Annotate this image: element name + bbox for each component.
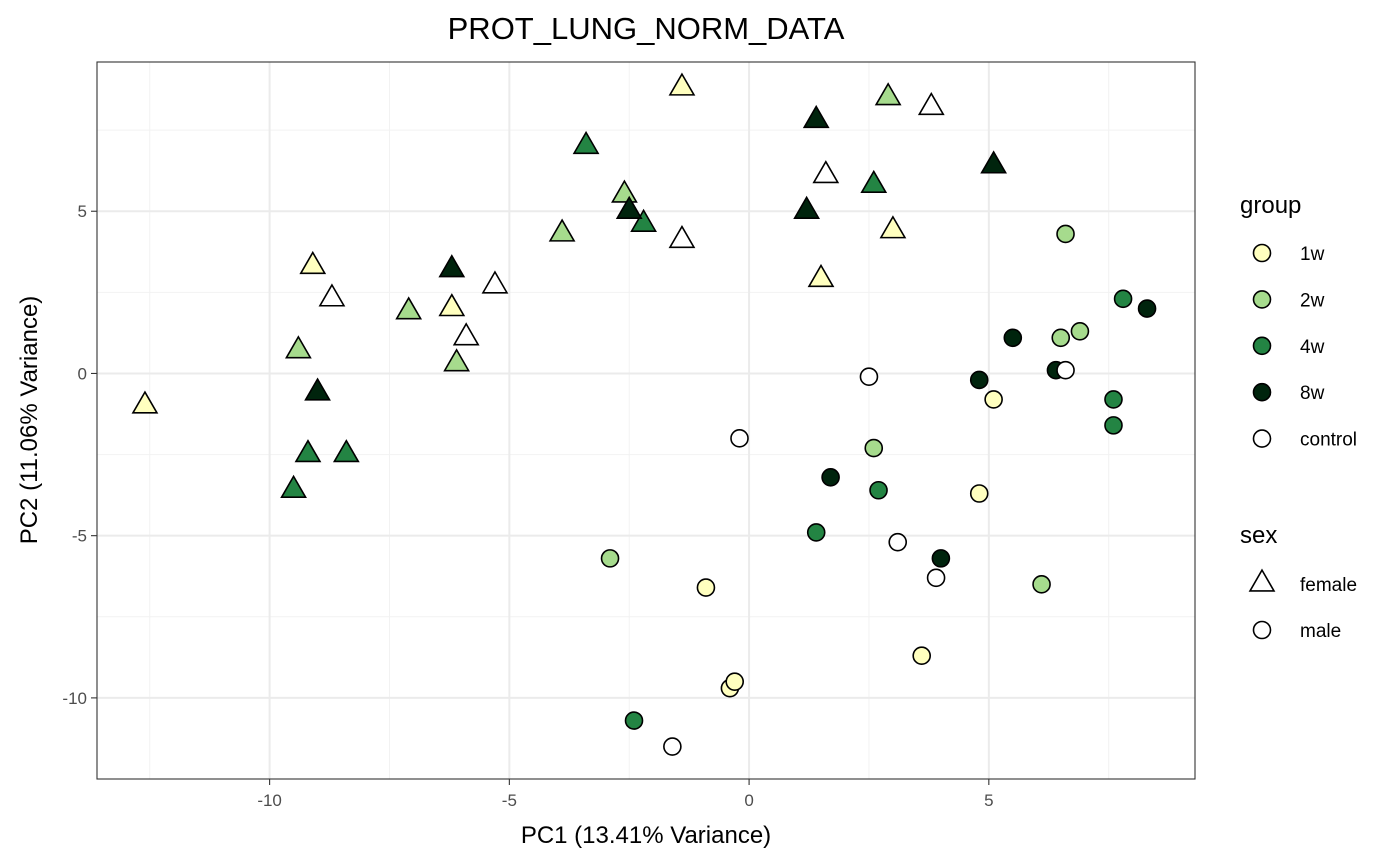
- x-tick-label: 0: [744, 791, 753, 810]
- point-control-female: [318, 283, 346, 307]
- legend-label-2w: 2w: [1300, 290, 1325, 311]
- point-2w-female: [874, 82, 902, 106]
- point-4w-female: [294, 439, 322, 463]
- point-1w-male: [725, 672, 745, 691]
- x-tick-label: 5: [984, 791, 993, 810]
- y-axis: -10 -5 0 5: [62, 202, 97, 708]
- point-4w-female: [280, 474, 307, 498]
- point-8w-male: [1137, 299, 1157, 318]
- point-control-female: [812, 160, 840, 184]
- point-1w-male: [984, 390, 1003, 409]
- point-control-male: [859, 367, 879, 387]
- y-axis-title: PC2 (11.06% Variance): [16, 296, 43, 545]
- point-1w-female: [807, 263, 835, 288]
- point-4w-female: [332, 439, 360, 463]
- legend-key-female: [1248, 568, 1276, 592]
- legend-group: group 1w 2w 4w 8w control: [1240, 192, 1357, 451]
- point-8w-male: [1003, 328, 1023, 348]
- point-1w-female: [131, 390, 159, 414]
- point-control-female: [481, 270, 509, 294]
- point-1w-male: [912, 646, 931, 666]
- legend-label-1w: 1w: [1300, 244, 1325, 265]
- legend-label-8w: 8w: [1300, 383, 1325, 404]
- point-4w-male: [624, 711, 644, 730]
- point-2w-female: [443, 348, 470, 372]
- point-control-male: [663, 737, 682, 756]
- y-tick-label: 5: [78, 202, 87, 221]
- point-8w-female: [615, 195, 643, 219]
- point-2w-female: [284, 335, 312, 359]
- point-4w-male: [1104, 416, 1123, 435]
- plot-panel: [96, 61, 1196, 780]
- point-control-male: [730, 429, 749, 448]
- point-1w-male: [696, 578, 716, 597]
- point-4w-male: [1113, 289, 1133, 309]
- point-2w-male: [1032, 575, 1051, 594]
- point-2w-male: [1056, 224, 1075, 244]
- point-4w-female: [572, 130, 600, 155]
- legend-key-2w: [1252, 290, 1272, 309]
- legend-label-female: female: [1300, 575, 1357, 596]
- y-tick-label: 0: [78, 364, 87, 383]
- x-tick-label: -5: [502, 791, 517, 810]
- data-points: [131, 72, 1157, 756]
- y-tick-label: -10: [62, 689, 87, 708]
- x-axis: -10 -5 0 5: [257, 779, 994, 810]
- point-8w-female: [980, 150, 1008, 174]
- legend-group-title: group: [1240, 192, 1301, 219]
- point-2w-male: [864, 438, 884, 458]
- legend-label-male: male: [1300, 621, 1341, 642]
- y-tick-label: -5: [72, 527, 87, 546]
- point-4w-female: [630, 208, 657, 232]
- point-8w-female: [304, 377, 331, 401]
- point-control-female: [668, 224, 696, 249]
- point-2w-female: [548, 218, 576, 242]
- legend-sex: sex female male: [1240, 522, 1357, 642]
- point-4w-male: [806, 523, 826, 542]
- point-control-female: [917, 91, 945, 116]
- point-1w-male: [969, 484, 989, 503]
- panel-border: [96, 61, 1196, 780]
- point-8w-female: [438, 254, 466, 278]
- chart-title: PROT_LUNG_NORM_DATA: [448, 11, 845, 46]
- point-8w-female: [802, 104, 830, 129]
- major-gridlines: [97, 62, 1195, 779]
- point-2w-female: [611, 179, 638, 203]
- point-8w-male: [931, 549, 951, 568]
- point-2w-male: [1070, 321, 1090, 341]
- point-2w-male: [600, 549, 620, 568]
- legend-key-4w: [1252, 336, 1272, 356]
- panel-background: [97, 62, 1195, 779]
- legend-key-8w: [1252, 382, 1272, 402]
- point-4w-female: [860, 169, 888, 194]
- point-4w-male: [869, 480, 888, 500]
- point-control-male: [926, 568, 946, 588]
- point-8w-male: [821, 467, 840, 487]
- point-8w-female: [793, 195, 821, 219]
- x-tick-label: -10: [257, 791, 282, 810]
- legend-key-1w: [1252, 243, 1272, 263]
- point-control-male: [888, 532, 908, 552]
- legend-key-male: [1252, 620, 1272, 640]
- legend-label-control: control: [1300, 430, 1357, 451]
- legend-label-4w: 4w: [1300, 337, 1325, 358]
- legend-key-control: [1252, 429, 1272, 448]
- point-control-male: [1056, 360, 1075, 380]
- point-2w-male: [1051, 328, 1071, 348]
- point-1w-female: [668, 72, 696, 96]
- point-control-female: [452, 322, 480, 346]
- point-1w-female: [438, 293, 466, 317]
- point-2w-female: [395, 296, 423, 320]
- point-1w-female: [879, 215, 907, 239]
- point-1w-female: [299, 250, 327, 275]
- point-8w-male: [969, 370, 989, 390]
- x-axis-title: PC1 (13.41% Variance): [521, 822, 771, 849]
- legend-sex-title: sex: [1240, 522, 1277, 549]
- point-4w-male: [1104, 390, 1123, 409]
